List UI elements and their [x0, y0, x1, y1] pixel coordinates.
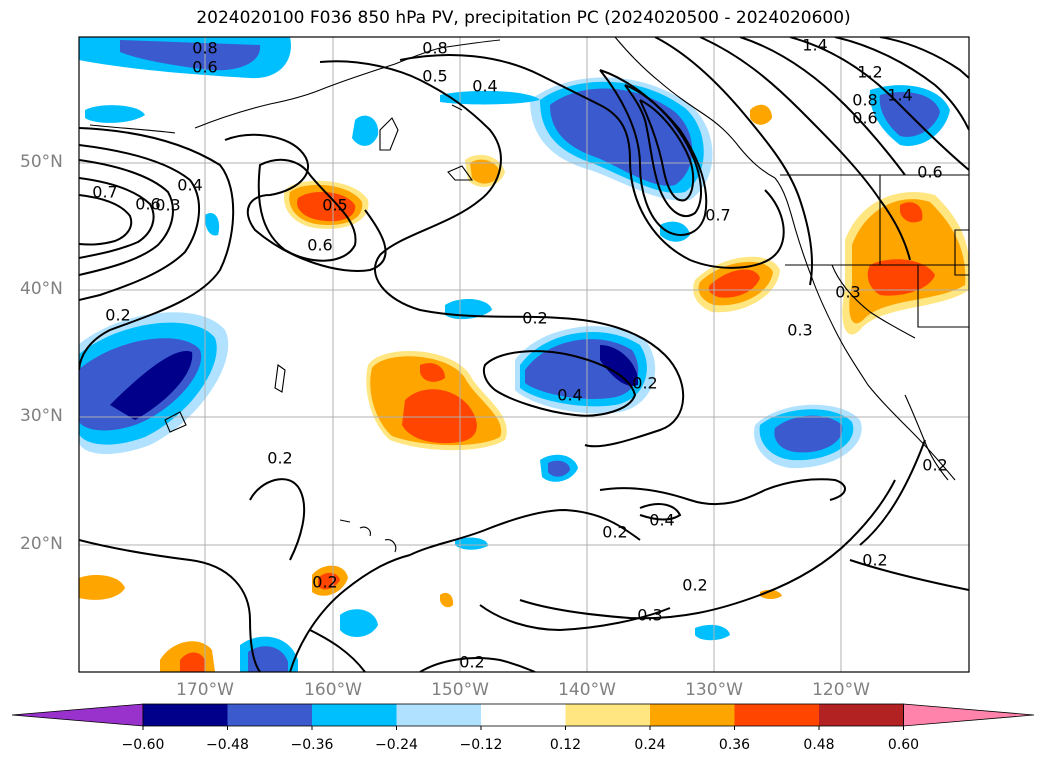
blob-small-blue-8: [660, 221, 690, 242]
contour-label: 0.5: [322, 195, 348, 215]
contour-label: 0.2: [522, 308, 548, 328]
lat-label-40n: 40°N: [20, 279, 63, 299]
colorbar-tick-label: −0.24: [375, 737, 418, 753]
contour-label: 0.4: [649, 510, 675, 530]
contour-label: 0.5: [422, 66, 448, 86]
contour-label: 0.2: [105, 305, 131, 325]
contour-label: 0.7: [92, 182, 118, 202]
contour-label: 0.2: [602, 522, 628, 542]
contour-label: 0.2: [459, 652, 485, 672]
contour-label: 0.6: [307, 235, 333, 255]
contour-label: 0.2: [312, 572, 338, 592]
colorbar-tick-label: 0.12: [549, 737, 582, 753]
contour-label: 0.4: [557, 385, 583, 405]
colorbar-tick-label: 0.60: [887, 737, 920, 753]
colorbar-tick-label: −0.48: [206, 737, 249, 753]
pv-precip-map: [78, 36, 970, 673]
contour-label: 0.3: [835, 282, 861, 302]
contour-label: 0.8: [422, 38, 448, 58]
contour-label: 0.2: [922, 455, 948, 475]
blob-small-orange-7: [750, 104, 772, 125]
colorbar-segment: [396, 704, 481, 726]
colorbar-segment: [819, 704, 904, 726]
blob-small-orange-2: [79, 575, 125, 600]
colorbar-segment: [481, 704, 566, 726]
contour-label: 0.8: [192, 38, 218, 58]
lon-label-120w: 120°W: [812, 680, 870, 700]
colorbar-segment: [650, 704, 735, 726]
colorbar-tick-label: −0.60: [121, 737, 165, 753]
lon-label-170w: 170°W: [176, 680, 234, 700]
contour-label: 1.2: [857, 62, 883, 82]
colorbar-frame: [142, 703, 904, 727]
contour-label: 0.6: [135, 194, 161, 214]
colorbar-segment: [312, 704, 397, 726]
lon-label-140w: 140°W: [558, 680, 616, 700]
blob-small-blue-9: [695, 624, 730, 641]
blob-small-blue-11: [204, 212, 220, 236]
contour-label: 0.6: [917, 162, 943, 182]
contour-label: 0.3: [155, 195, 181, 215]
contour-label: 1.4: [887, 85, 913, 105]
colorbar-segment: [143, 704, 228, 726]
contour-label: 0.3: [637, 605, 663, 625]
blob-small-orange-5: [440, 592, 454, 608]
lat-label-30n: 30°N: [20, 406, 63, 426]
contour-label: 0.6: [852, 108, 878, 128]
colorbar-tick-label: 0.36: [718, 737, 751, 753]
map-frame: [78, 36, 970, 673]
contour-label: 0.4: [472, 76, 498, 96]
lat-label-50n: 50°N: [20, 152, 63, 172]
lon-label-160w: 160°W: [304, 680, 362, 700]
contour-label: 0.2: [682, 575, 708, 595]
negative-precip-blobs: [79, 37, 950, 672]
contour-label: 0.8: [852, 90, 878, 110]
contour-label: 0.7: [705, 205, 731, 225]
colorbar-tick-label: 0.24: [634, 737, 666, 753]
lon-label-150w: 150°W: [431, 680, 489, 700]
colorbar-segment: [565, 704, 650, 726]
lon-label-130w: 130°W: [685, 680, 743, 700]
contour-label: 0.6: [192, 57, 218, 77]
blob-small-blue-7: [440, 90, 540, 105]
colorbar-segment: [734, 704, 819, 726]
contour-label: 0.2: [632, 373, 658, 393]
colorbar-extend-low: [11, 703, 144, 727]
contour-label: 0.3: [787, 320, 813, 340]
blob-small-blue-4: [340, 609, 378, 637]
colorbar-tick-label: 0.48: [803, 737, 835, 753]
colorbar-tick-label: −0.36: [290, 737, 334, 753]
pv-contours: [79, 37, 969, 672]
colorbar-segment: [227, 704, 312, 726]
lat-label-20n: 20°N: [20, 534, 63, 554]
map-title: 2024020100 F036 850 hPa PV, precipitatio…: [196, 8, 851, 28]
coastlines: [89, 37, 969, 553]
blob-small-blue-10: [455, 537, 488, 550]
contour-label: 0.2: [267, 448, 293, 468]
contour-label: 0.2: [862, 550, 888, 570]
colorbar-tick-label: −0.12: [459, 737, 503, 753]
contour-label: 1.4: [802, 35, 828, 55]
graticule: [79, 37, 969, 672]
blob-small-blue-6: [85, 105, 145, 123]
blob-small-blue-3: [352, 115, 379, 146]
contour-label: 0.4: [177, 175, 203, 195]
colorbar-extend-high: [903, 703, 1035, 727]
